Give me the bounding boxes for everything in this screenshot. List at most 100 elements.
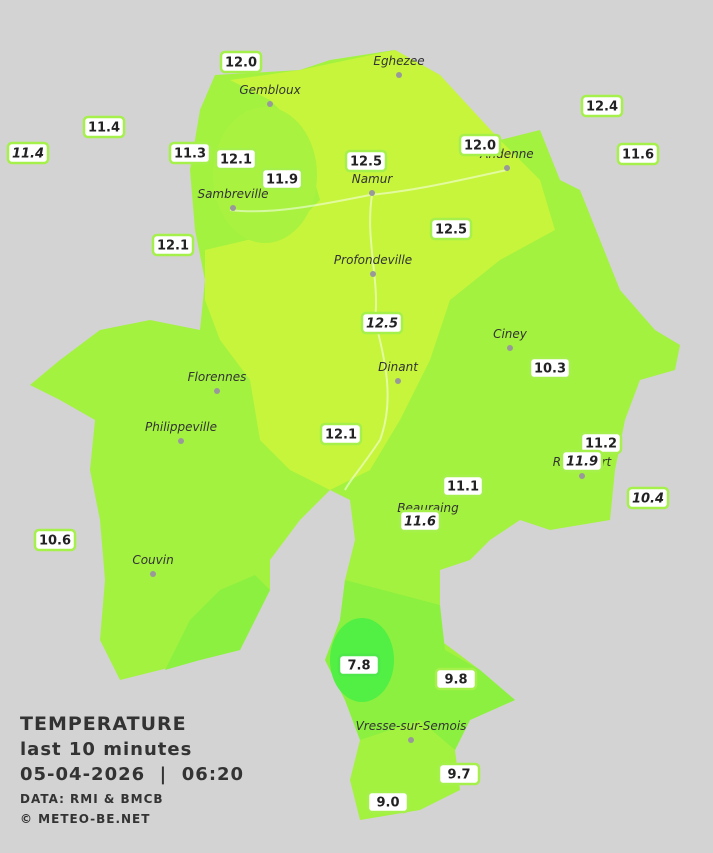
town-name: Profondeville <box>334 253 412 267</box>
town-dot <box>408 737 414 743</box>
station-box <box>528 356 572 380</box>
station-box <box>366 790 410 814</box>
station: 11.6 <box>616 142 660 166</box>
station: 11.9 <box>560 449 604 473</box>
station-box <box>260 167 304 191</box>
station-box <box>441 474 485 498</box>
station-value: 11.9 <box>566 455 598 470</box>
station-value: 11.4 <box>88 121 120 136</box>
station-box <box>626 486 670 510</box>
station-box <box>580 94 624 118</box>
town-dot <box>396 72 402 78</box>
station-value: 9.0 <box>376 796 399 811</box>
station-box <box>560 449 604 473</box>
town-name: Vresse-sur-Semois <box>356 719 467 733</box>
cool-zone <box>165 575 270 670</box>
station-box <box>214 147 258 171</box>
station: 11.4 <box>6 141 50 165</box>
town-name: Eghezee <box>373 54 424 68</box>
station-box <box>82 115 126 139</box>
station-box <box>33 528 77 552</box>
town-dot <box>395 378 401 384</box>
station-value: 9.8 <box>444 673 467 688</box>
station: 12.1 <box>151 233 195 257</box>
station-value: 10.6 <box>39 534 71 549</box>
station-box <box>319 422 363 446</box>
station: 12.4 <box>580 94 624 118</box>
station-box <box>151 233 195 257</box>
station-value: 9.7 <box>447 768 470 783</box>
station-box <box>398 509 442 533</box>
town-name: Gembloux <box>239 83 301 97</box>
station-box <box>219 50 263 74</box>
station: 9.8 <box>434 667 478 691</box>
station: 11.4 <box>82 115 126 139</box>
town-dot <box>214 388 220 394</box>
station-value: 10.4 <box>632 492 664 507</box>
station-value: 11.6 <box>404 515 436 530</box>
station: 11.1 <box>441 474 485 498</box>
caption-subtitle: last 10 minutes <box>20 739 192 760</box>
station: 11.3 <box>168 141 212 165</box>
town-name: Sambreville <box>197 187 268 201</box>
station-box <box>337 653 381 677</box>
station-box <box>434 667 478 691</box>
station-box <box>616 142 660 166</box>
caption-datetime: 05-04-2026 | 06:20 <box>20 764 244 785</box>
town-name: Couvin <box>132 553 173 567</box>
town-name: Dinant <box>378 360 419 374</box>
station-box <box>458 133 502 157</box>
station-value: 12.5 <box>435 223 467 238</box>
caption-source: DATA: RMI & BMCB <box>20 792 164 806</box>
station: 9.0 <box>366 790 410 814</box>
station-box <box>344 149 388 173</box>
station: 11.6 <box>398 509 442 533</box>
station-value: 11.4 <box>12 147 44 162</box>
station-value: 12.1 <box>325 428 357 443</box>
town-dot <box>178 438 184 444</box>
station-box <box>360 311 404 335</box>
station: 7.8 <box>337 653 381 677</box>
town-name: Ciney <box>493 327 528 341</box>
station-value: 12.1 <box>220 153 252 168</box>
town-dot <box>369 190 375 196</box>
station-box <box>6 141 50 165</box>
town-dot <box>267 101 273 107</box>
town-dot <box>504 165 510 171</box>
station-value: 10.3 <box>534 362 566 377</box>
station-value: 7.8 <box>347 659 370 674</box>
station: 12.0 <box>219 50 263 74</box>
station: 10.3 <box>528 356 572 380</box>
station: 10.6 <box>33 528 77 552</box>
station-value: 12.1 <box>157 239 189 254</box>
caption-title: TEMPERATURE <box>20 713 187 735</box>
station-box <box>429 217 473 241</box>
station: 11.2 <box>579 431 623 455</box>
town-name: Florennes <box>188 370 247 384</box>
town-dot <box>579 473 585 479</box>
station: 12.1 <box>319 422 363 446</box>
station-value: 12.0 <box>464 139 496 154</box>
station-box <box>168 141 212 165</box>
station-value: 11.6 <box>622 148 654 163</box>
warm-zone <box>205 50 555 490</box>
town-dot <box>150 571 156 577</box>
station-value: 11.2 <box>585 437 617 452</box>
station: 12.5 <box>360 311 404 335</box>
town-dot <box>370 271 376 277</box>
station-value: 11.1 <box>447 480 479 495</box>
station: 12.5 <box>429 217 473 241</box>
station: 9.7 <box>437 762 481 786</box>
station-value: 12.0 <box>225 56 257 71</box>
station-value: 12.5 <box>366 317 398 332</box>
town-name: Philippeville <box>145 420 217 434</box>
town-dot <box>230 205 236 211</box>
station: 12.5 <box>344 149 388 173</box>
caption: TEMPERATURE last 10 minutes 05-04-2026 |… <box>20 713 244 826</box>
station-value: 12.5 <box>350 155 382 170</box>
caption-credit: © METEO-BE.NET <box>20 812 150 826</box>
station-value: 12.4 <box>586 100 618 115</box>
station-value: 11.3 <box>174 147 206 162</box>
station-box <box>437 762 481 786</box>
